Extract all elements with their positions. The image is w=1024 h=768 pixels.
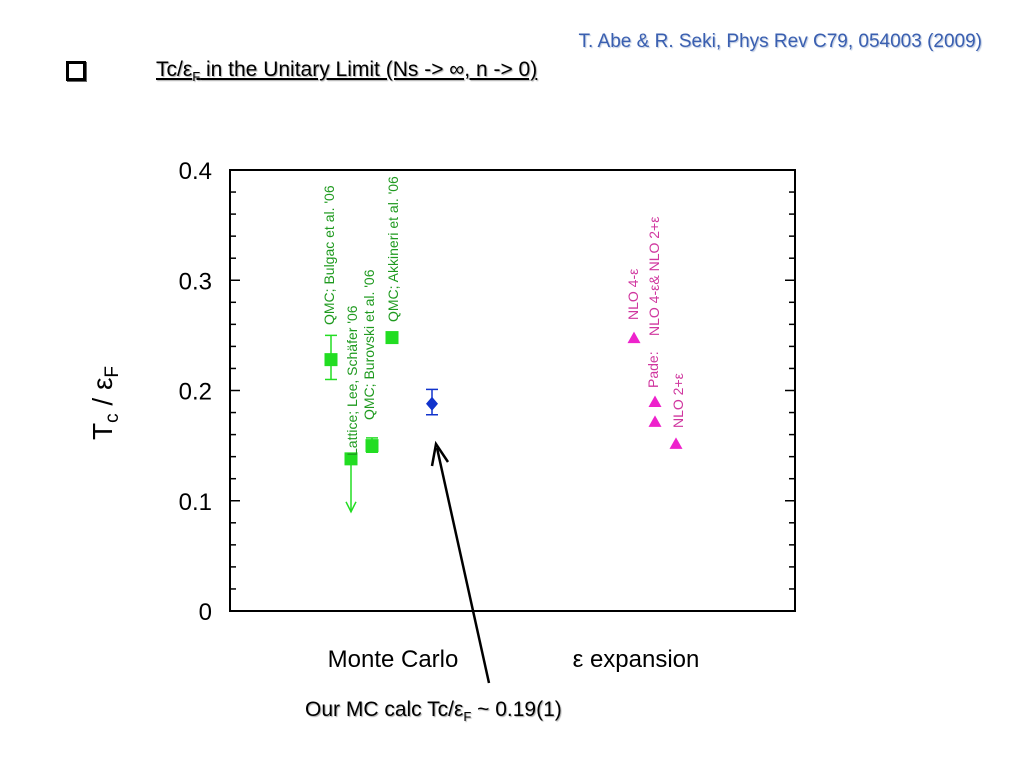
data-point: NLO 2+ε [669,373,686,449]
data-point: QMC; Burovski et al. '06 [361,269,379,453]
plot-frame [229,169,796,612]
data-marks: QMC; Bulgac et al. '06 Lattice; Lee, Schä… [321,176,686,514]
calc-caption: Our MC calc Tc/εF ~ 0.19(1) [305,698,562,724]
data-point: QMC; Bulgac et al. '06 [321,185,338,381]
triangle-marker [627,331,641,344]
slide-heading: Tc/εF in the Unitary Limit (Ns -> ∞, n -… [156,58,537,84]
data-point: NLO 4-ε& NLO 2+ε [646,217,662,408]
y-tick-label: 0.4 [179,158,212,185]
point-label: QMC; Burovski et al. '06 [361,269,377,420]
y-tick-label: 0.1 [179,489,212,516]
caption-sub: F [463,709,472,725]
square-marker [344,452,358,466]
y-tick-label: 0.2 [179,379,212,406]
axes: 0 0.1 0.2 0.3 0.4 [179,158,796,626]
bullet-checkbox-icon [66,61,86,81]
triangle-marker [669,437,683,449]
data-point: Pade: [645,351,662,427]
point-label: NLO 4-ε [625,269,641,320]
y-tick-label: 0 [199,599,212,626]
point-label: NLO 4-ε& NLO 2+ε [646,217,662,336]
category-label-epsilon-expansion: ε expansion [573,646,700,673]
data-point: Lattice; Lee, Schäfer '06 [344,305,360,514]
point-label: QMC; Bulgac et al. '06 [321,185,337,325]
point-label: Pade: [645,351,661,388]
caption-rest: ~ 0.19(1) [471,698,562,721]
y-axis-label: Tc / εF [87,366,123,440]
point-label: NLO 2+ε [670,373,686,428]
heading-rest: in the Unitary Limit (Ns -> ∞, n -> 0) [200,58,538,81]
annotation-arrow [430,440,491,684]
diamond-marker [426,396,438,411]
point-label: Lattice; Lee, Schäfer '06 [344,305,360,456]
upper-limit-arrowhead [345,501,357,514]
square-marker [324,353,338,367]
heading-sub: F [192,69,201,85]
data-point: NLO 4-ε [625,269,641,344]
caption-main: Our MC calc Tc/ε [305,698,464,721]
triangle-marker [648,415,662,427]
data-point [426,388,438,416]
citation: T. Abe & R. Seki, Phys Rev C79, 054003 (… [578,31,982,52]
triangle-marker [648,395,662,408]
data-point: QMC; Akkineri et al. '06 [385,176,401,345]
category-label-monte-carlo: Monte Carlo [328,646,459,673]
square-marker [365,439,379,453]
y-tick-label: 0.3 [179,268,212,295]
heading-main: Tc/ε [156,58,193,81]
square-marker [385,331,399,345]
point-label: QMC; Akkineri et al. '06 [385,176,401,322]
